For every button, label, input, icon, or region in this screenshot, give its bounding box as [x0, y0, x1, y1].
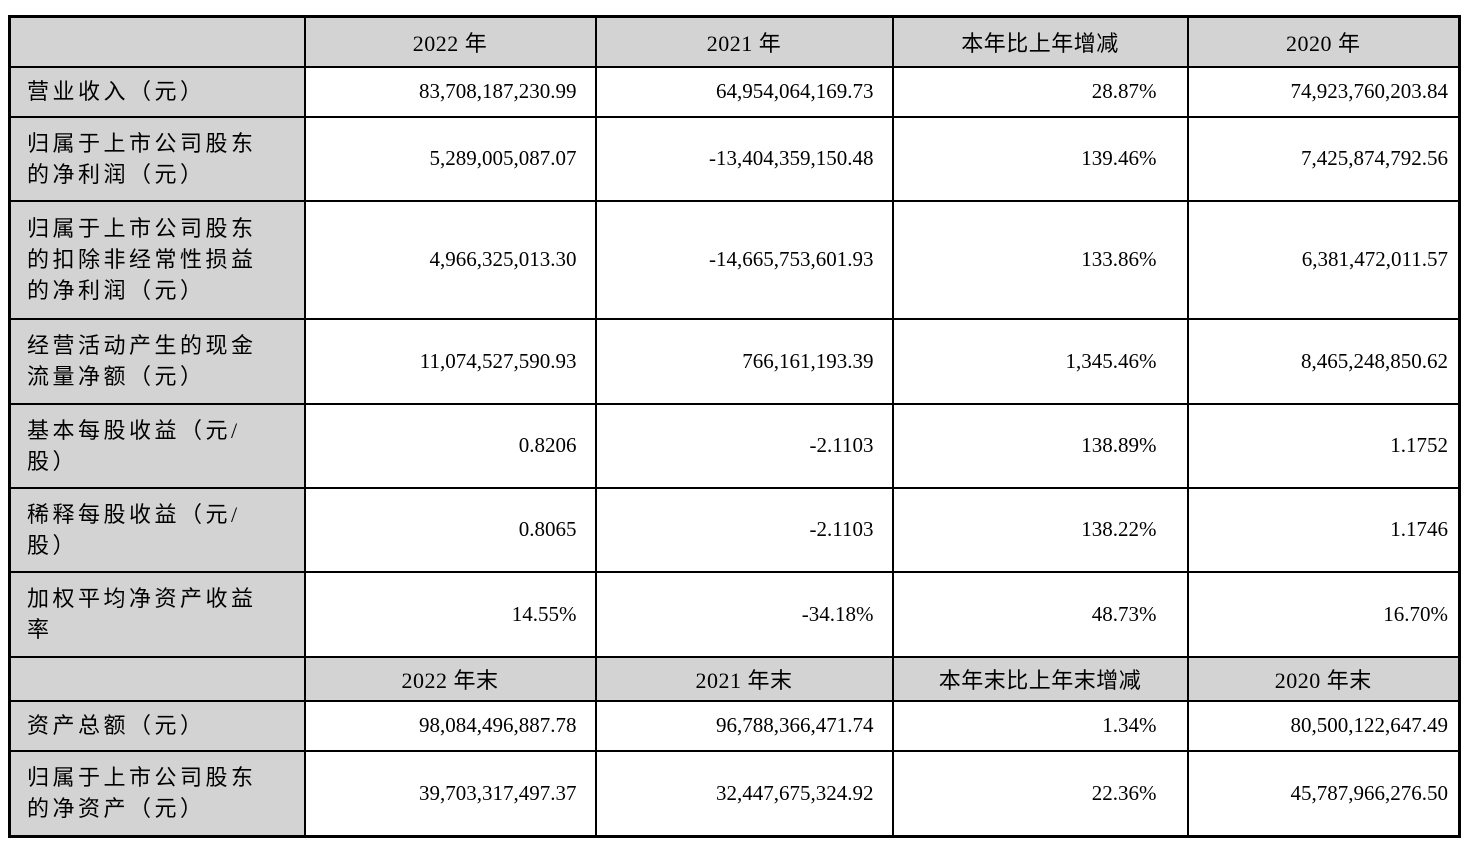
value-2021: -2.1103 — [594, 486, 894, 573]
row-label: 经营活动产生的现金 流量净额（元） — [8, 317, 306, 405]
value-2021: 766,161,193.39 — [594, 317, 894, 405]
col-header-2020: 2020 年 — [1186, 15, 1461, 68]
value-change: 138.22% — [891, 486, 1189, 573]
table-row-total-assets: 资产总额（元） 98,084,496,887.78 96,788,366,471… — [8, 699, 1461, 752]
value-2022: 39,703,317,497.37 — [303, 749, 597, 838]
table-row-operating-cash-flow: 经营活动产生的现金 流量净额（元） 11,074,527,590.93 766,… — [8, 317, 1461, 405]
value-2022: 14.55% — [303, 570, 597, 658]
value-2021: -34.18% — [594, 570, 894, 658]
value-change: 1.34% — [891, 699, 1189, 752]
value-2022: 83,708,187,230.99 — [303, 65, 597, 118]
table-header-end-of-year: 2022 年末 2021 年末 本年末比上年末增减 2020 年末 — [8, 655, 1461, 702]
value-change: 22.36% — [891, 749, 1189, 838]
table-row-net-profit-excl-nonrecurring: 归属于上市公司股东 的扣除非经常性损益 的净利润（元） 4,966,325,01… — [8, 199, 1461, 320]
table-row-diluted-eps: 稀释每股收益（元/ 股） 0.8065 -2.1103 138.22% 1.17… — [8, 486, 1461, 573]
value-2021: -14,665,753,601.93 — [594, 199, 894, 320]
value-2021: 32,447,675,324.92 — [594, 749, 894, 838]
col-header-eoy-change: 本年末比上年末增减 — [891, 655, 1189, 702]
col-header-2021-eoy: 2021 年末 — [594, 655, 894, 702]
value-2020: 74,923,760,203.84 — [1186, 65, 1461, 118]
value-change: 133.86% — [891, 199, 1189, 320]
row-label: 基本每股收益（元/ 股） — [8, 402, 306, 489]
value-2022: 0.8065 — [303, 486, 597, 573]
corner-cell — [8, 15, 306, 68]
value-2020: 16.70% — [1186, 570, 1461, 658]
value-2020: 80,500,122,647.49 — [1186, 699, 1461, 752]
row-label: 资产总额（元） — [8, 699, 306, 752]
table-row-weighted-avg-roe: 加权平均净资产收益 率 14.55% -34.18% 48.73% 16.70% — [8, 570, 1461, 658]
table-row-net-profit: 归属于上市公司股东 的净利润（元） 5,289,005,087.07 -13,4… — [8, 115, 1461, 202]
table-row-net-assets: 归属于上市公司股东 的净资产（元） 39,703,317,497.37 32,4… — [8, 749, 1461, 838]
table-row-revenue: 营业收入（元） 83,708,187,230.99 64,954,064,169… — [8, 65, 1461, 118]
col-header-2021: 2021 年 — [594, 15, 894, 68]
value-2021: -2.1103 — [594, 402, 894, 489]
col-header-2020-eoy: 2020 年末 — [1186, 655, 1461, 702]
value-change: 28.87% — [891, 65, 1189, 118]
value-2021: 64,954,064,169.73 — [594, 65, 894, 118]
row-label: 稀释每股收益（元/ 股） — [8, 486, 306, 573]
row-label: 归属于上市公司股东 的净资产（元） — [8, 749, 306, 838]
row-label: 归属于上市公司股东 的扣除非经常性损益 的净利润（元） — [8, 199, 306, 320]
value-change: 1,345.46% — [891, 317, 1189, 405]
value-change: 138.89% — [891, 402, 1189, 489]
value-2021: 96,788,366,471.74 — [594, 699, 894, 752]
col-header-yoy-change: 本年比上年增减 — [891, 15, 1189, 68]
col-header-2022-eoy: 2022 年末 — [303, 655, 597, 702]
value-2020: 45,787,966,276.50 — [1186, 749, 1461, 838]
table-header-annual: 2022 年 2021 年 本年比上年增减 2020 年 — [8, 15, 1461, 68]
row-label: 营业收入（元） — [8, 65, 306, 118]
value-change: 48.73% — [891, 570, 1189, 658]
value-2022: 0.8206 — [303, 402, 597, 489]
value-2020: 1.1746 — [1186, 486, 1461, 573]
row-label: 加权平均净资产收益 率 — [8, 570, 306, 658]
value-2022: 5,289,005,087.07 — [303, 115, 597, 202]
value-change: 139.46% — [891, 115, 1189, 202]
value-2020: 8,465,248,850.62 — [1186, 317, 1461, 405]
key-financials-table: 2022 年 2021 年 本年比上年增减 2020 年 营业收入（元） 83,… — [8, 15, 1461, 838]
corner-cell — [8, 655, 306, 702]
row-label: 归属于上市公司股东 的净利润（元） — [8, 115, 306, 202]
value-2022: 4,966,325,013.30 — [303, 199, 597, 320]
value-2020: 1.1752 — [1186, 402, 1461, 489]
value-2020: 7,425,874,792.56 — [1186, 115, 1461, 202]
col-header-2022: 2022 年 — [303, 15, 597, 68]
value-2022: 98,084,496,887.78 — [303, 699, 597, 752]
value-2022: 11,074,527,590.93 — [303, 317, 597, 405]
table-row-basic-eps: 基本每股收益（元/ 股） 0.8206 -2.1103 138.89% 1.17… — [8, 402, 1461, 489]
value-2020: 6,381,472,011.57 — [1186, 199, 1461, 320]
value-2021: -13,404,359,150.48 — [594, 115, 894, 202]
